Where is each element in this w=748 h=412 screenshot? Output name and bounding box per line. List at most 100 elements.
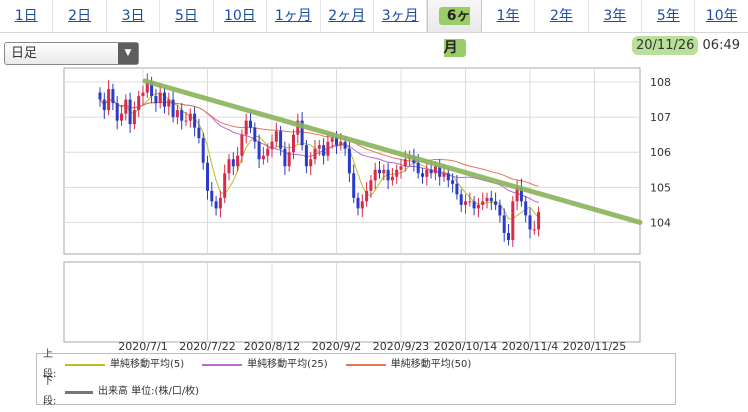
candle-body (464, 201, 467, 205)
y-tick-label: 108 (650, 76, 671, 89)
candle-body (201, 138, 205, 163)
tab-3d[interactable]: 3日 (107, 0, 161, 32)
tab-5d[interactable]: 5日 (160, 0, 214, 32)
candle-body (442, 173, 446, 177)
tab-1d[interactable]: 1日 (0, 0, 54, 32)
candle-body (227, 159, 231, 174)
update-time: 06:49 (702, 38, 740, 53)
candle-body (515, 187, 519, 202)
legend-volume-label: 出来高 単位:(株/口/枚) (98, 386, 200, 397)
sma5-swatch (65, 364, 105, 366)
candle-body (141, 92, 145, 97)
candle-body (253, 127, 257, 142)
x-tick-label: 2020/7/22 (179, 340, 235, 352)
tab-10d[interactable]: 10日 (214, 0, 268, 32)
candle-body (171, 99, 175, 118)
tab-2m[interactable]: 2ヶ月 (321, 0, 374, 32)
x-axis-labels: 2020/7/1 2020/7/22 2020/8/12 2020/9/2 2020/9… (118, 340, 626, 352)
candle-body (206, 162, 209, 191)
candle-body (313, 148, 317, 160)
tab-1y[interactable]: 1年 (482, 0, 536, 32)
candle-body (240, 134, 244, 156)
candle-body (175, 110, 179, 118)
candle-body (244, 120, 248, 135)
candle-body (163, 92, 166, 107)
candle-body (158, 92, 162, 104)
candle-body (137, 96, 141, 111)
candle-body (167, 99, 171, 107)
candle-body (459, 194, 463, 205)
candle-body (433, 166, 437, 174)
candle-body (279, 131, 283, 149)
chevron-down-icon[interactable]: ▼ (118, 43, 138, 64)
candle-body (102, 99, 106, 111)
candle-body (197, 127, 201, 139)
candle-body (180, 110, 184, 121)
tab-3y[interactable]: 3年 (589, 0, 643, 32)
candle-body (519, 187, 523, 202)
x-tick-label: 2020/11/25 (563, 340, 626, 352)
legend-sma25-label: 単純移動平均(25) (247, 359, 328, 370)
candle-body (193, 113, 197, 128)
legend-lower: 下段: 出来高 単位:(株/口/枚) (37, 376, 217, 407)
candle-body (218, 197, 222, 209)
candle-body (511, 201, 515, 240)
tab-2d[interactable]: 2日 (53, 0, 107, 32)
candle-body (326, 141, 330, 156)
candle-body (369, 180, 373, 191)
candle-period-value: 日足 (11, 46, 38, 61)
candle-body (128, 99, 132, 125)
candle-body (335, 138, 338, 146)
candle-body (124, 99, 128, 114)
candle-body (150, 82, 154, 97)
candle-period-select[interactable]: 日足 ▼ (4, 42, 139, 65)
candle-body (300, 120, 304, 146)
candle-body (507, 232, 510, 240)
candle-body (184, 120, 188, 122)
candle-body (494, 201, 498, 205)
legend-upper-label: 上段: (43, 349, 57, 380)
x-tick-label: 2020/9/23 (373, 340, 429, 352)
candle-body (98, 92, 102, 100)
candle-body (274, 131, 278, 142)
candle-body (322, 145, 326, 156)
candle-body (498, 204, 502, 216)
candle-body (188, 113, 192, 121)
candle-body (283, 148, 287, 167)
tab-2y[interactable]: 2年 (535, 0, 589, 32)
candle-body (421, 173, 424, 177)
trend-line (142, 78, 643, 225)
period-tabs: 1日 2日 3日 5日 10日 1ヶ月 2ヶ月 3ヶ月 6ヶ月 1年 2年 3年… (0, 0, 748, 57)
update-date: 20/11/26 (632, 36, 699, 55)
y-axis-labels: 108 107 106 105 104 (650, 76, 671, 229)
candle-body (145, 82, 149, 93)
x-tick-label: 2020/7/1 (118, 340, 167, 352)
sma25-swatch (202, 364, 243, 366)
legend-sma50-label: 単純移動平均(50) (390, 359, 472, 370)
candle-body (468, 201, 472, 203)
candle-body (455, 183, 459, 195)
tab-10y[interactable]: 10年 (705, 8, 738, 24)
candle-body (352, 173, 356, 198)
sma50-swatch (345, 364, 386, 366)
candle-body (425, 169, 429, 177)
tab-6m[interactable]: 6ヶ月 (427, 0, 482, 57)
candle-body (111, 89, 115, 104)
candle-body (236, 155, 240, 167)
candle-body (214, 201, 218, 209)
candle-body (154, 96, 158, 104)
legend: 上段: 単純移動平均(5) 単純移動平均(25) 単純移動平均(50) 下段: … (36, 349, 676, 407)
y-tick-label: 104 (650, 216, 671, 229)
candle-body (403, 159, 407, 167)
candle-body (266, 148, 270, 156)
y-tick-label: 105 (650, 181, 671, 194)
candle-body (223, 173, 227, 198)
tab-5y[interactable]: 5年 (642, 0, 696, 32)
tab-1m[interactable]: 1ヶ月 (267, 0, 321, 32)
candle-body (270, 141, 274, 149)
candle-body (339, 141, 343, 146)
tab-3m[interactable]: 3ヶ月 (374, 0, 428, 32)
candle-body (481, 201, 485, 205)
legend-sma5-label: 単純移動平均(5) (110, 359, 185, 370)
grid (64, 68, 640, 342)
